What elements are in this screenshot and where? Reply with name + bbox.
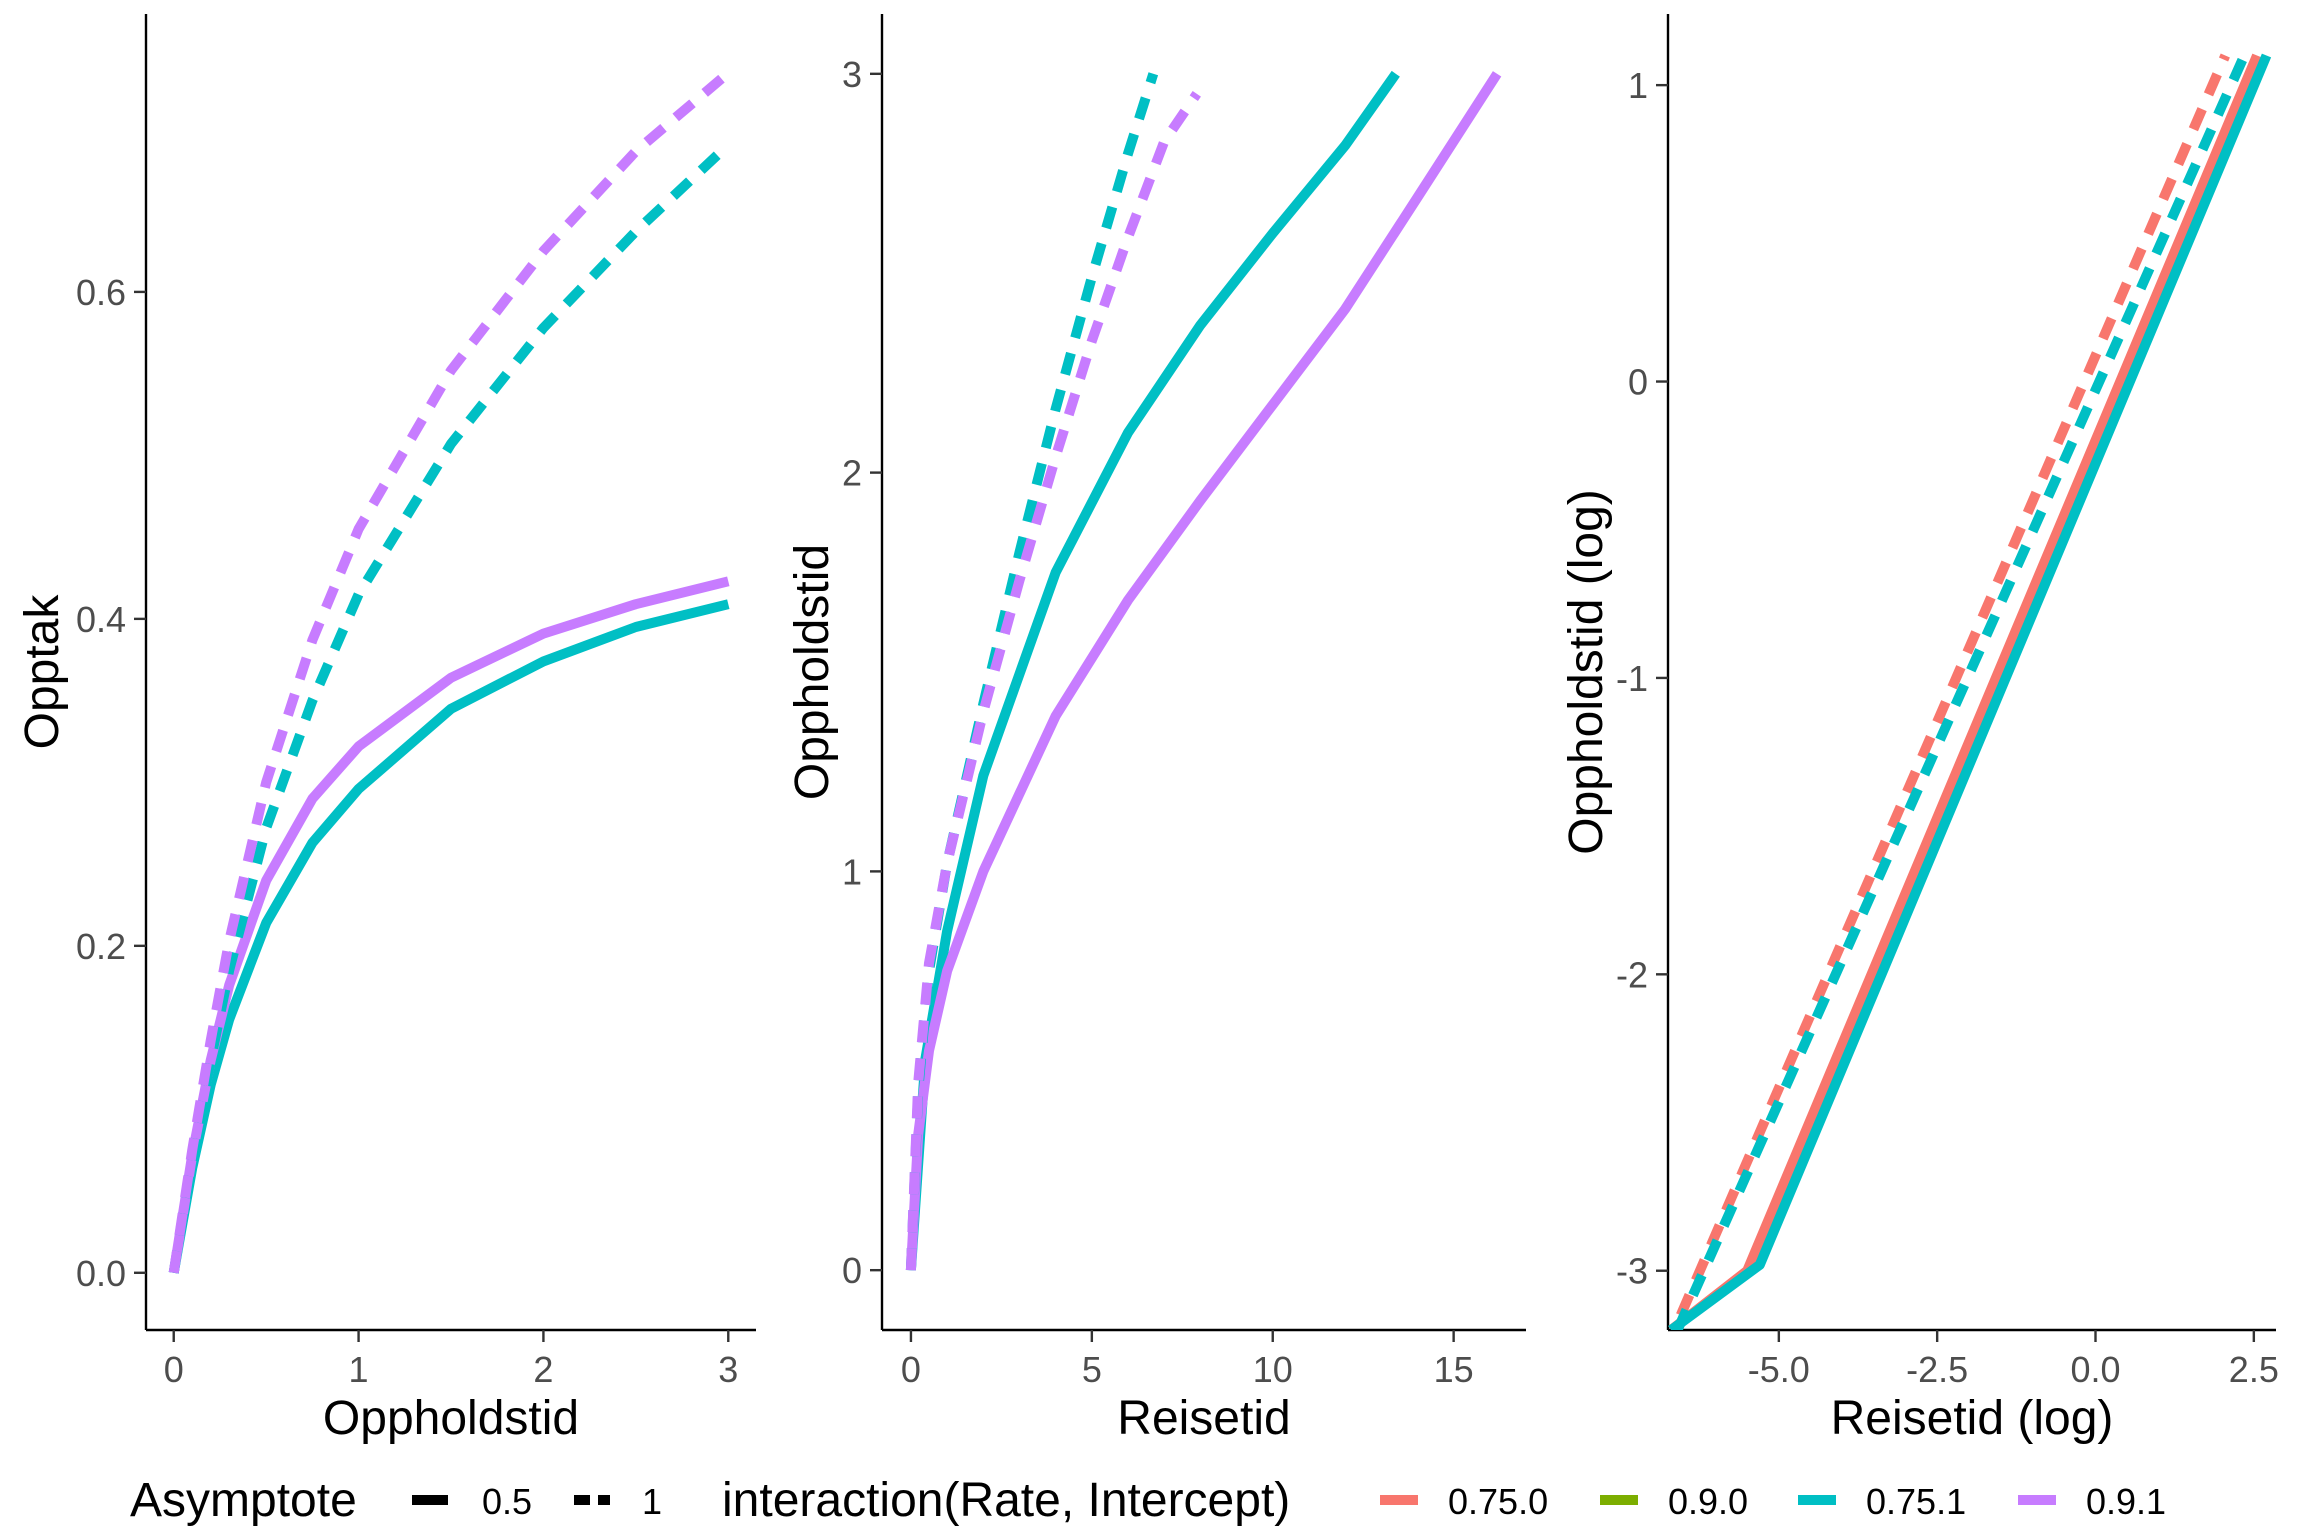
legend: Asymptote 0.5 1 interaction(Rate, Intercept…	[130, 1474, 2166, 1527]
legend-label-interaction: 0.9.0	[1668, 1481, 1748, 1522]
panel-uptake-vs-residence-time: 0 1 2 3 0.0 0.2 0.4 0.6 Oppholdstid Opptak	[16, 14, 756, 1445]
y-tick-label: 0	[1628, 362, 1648, 403]
series-line-0-9-1-solid	[168, 576, 730, 1274]
y-tick-label: 0.0	[76, 1253, 126, 1294]
x-tick-label: 0	[164, 1349, 184, 1390]
series-group	[168, 69, 732, 1274]
y-axis-title: Oppholdstid	[786, 544, 839, 800]
x-tick-label: 0.0	[2070, 1349, 2120, 1390]
x-tick-label: 2	[533, 1349, 553, 1390]
series-line-0-75-1-dashed	[168, 141, 732, 1274]
series-line-0-9-1-solid	[905, 71, 1502, 1271]
x-axis-title: Oppholdstid	[323, 1392, 579, 1445]
series-line-0-75-0-dashed	[1676, 53, 2230, 1318]
series-line-0-75-1-dashed	[1672, 53, 2249, 1330]
y-tick-label: -2	[1616, 954, 1648, 995]
x-tick-label: 5	[1082, 1349, 1102, 1390]
legend-label-asymptote: 0.5	[482, 1481, 532, 1522]
x-tick-label: 3	[718, 1349, 738, 1390]
series-group	[905, 70, 1502, 1271]
series-line-0-9-1-dashed	[905, 90, 1201, 1271]
y-tick-label: 2	[842, 453, 862, 494]
y-tick-label: 1	[1628, 65, 1648, 106]
x-axis-title: Reisetid (log)	[1831, 1392, 2114, 1445]
x-tick-label: 0	[901, 1349, 921, 1390]
series-line-0-75-1-solid	[905, 70, 1400, 1271]
series-line-0-9-1-dashed	[168, 69, 732, 1274]
x-tick-label: -5.0	[1748, 1349, 1810, 1390]
y-axis-title: Oppholdstid (log)	[1560, 489, 1613, 855]
series-group	[1668, 53, 2272, 1330]
legend-label-interaction: 0.75.0	[1448, 1481, 1548, 1522]
legend-title-asymptote: Asymptote	[130, 1474, 357, 1527]
x-axis-title: Reisetid	[1117, 1392, 1290, 1445]
x-tick-label: -2.5	[1906, 1349, 1968, 1390]
x-tick-label: 1	[349, 1349, 369, 1390]
legend-title-interaction: interaction(Rate, Intercept)	[722, 1474, 1290, 1527]
y-tick-label: -1	[1616, 658, 1648, 699]
y-tick-label: 1	[842, 851, 862, 892]
series-line-0-75-1-dashed	[905, 72, 1159, 1271]
x-tick-label: 15	[1434, 1349, 1474, 1390]
series-line-0-75-1-solid	[168, 599, 730, 1274]
series-line-0-75-1-solid	[1668, 53, 2272, 1330]
legend-label-interaction: 0.9.1	[2086, 1481, 2166, 1522]
panel-residence-time-vs-travel-time: 0 5 10 15 0 1 2 3 Reisetid Oppholdstid	[786, 14, 1526, 1445]
y-tick-label: 0.4	[76, 599, 126, 640]
y-axis-title: Opptak	[16, 594, 69, 750]
legend-label-interaction: 0.75.1	[1866, 1481, 1966, 1522]
y-tick-label: -3	[1616, 1251, 1648, 1292]
y-tick-label: 0.2	[76, 926, 126, 967]
x-tick-label: 10	[1253, 1349, 1293, 1390]
panel-log-residence-vs-log-travel: -5.0 -2.5 0.0 2.5 -3 -2 -1 0 1 Reisetid (log) Opph…	[1560, 14, 2279, 1445]
y-tick-label: 3	[842, 54, 862, 95]
y-tick-label: 0	[842, 1250, 862, 1291]
legend-label-asymptote: 1	[642, 1481, 662, 1522]
y-tick-label: 0.6	[76, 272, 126, 313]
x-tick-label: 2.5	[2229, 1349, 2279, 1390]
